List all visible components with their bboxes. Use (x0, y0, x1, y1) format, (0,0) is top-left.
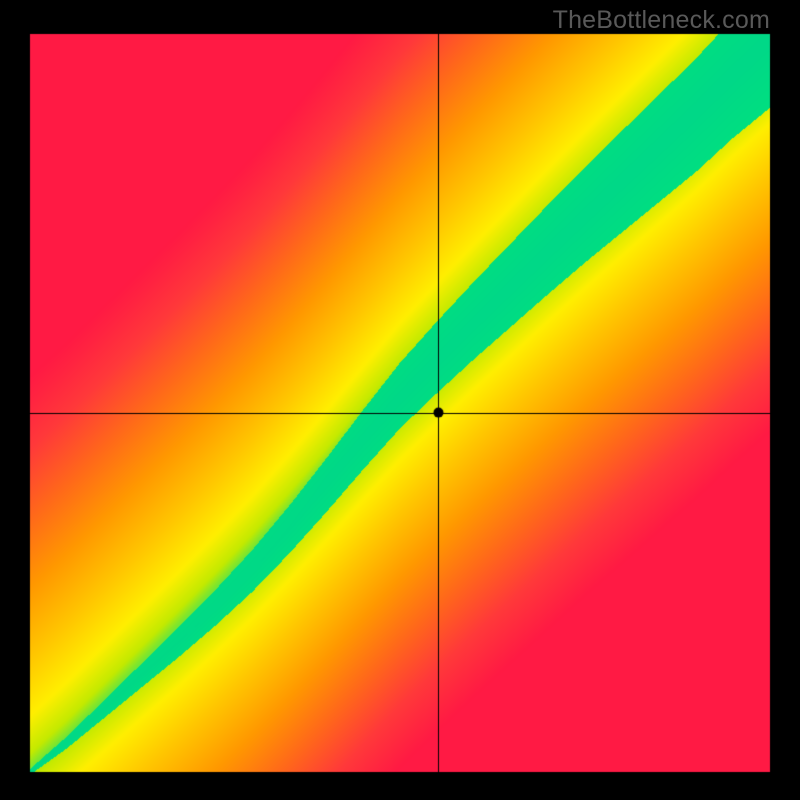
heatmap-canvas (0, 0, 800, 800)
watermark-text: TheBottleneck.com (553, 6, 770, 35)
